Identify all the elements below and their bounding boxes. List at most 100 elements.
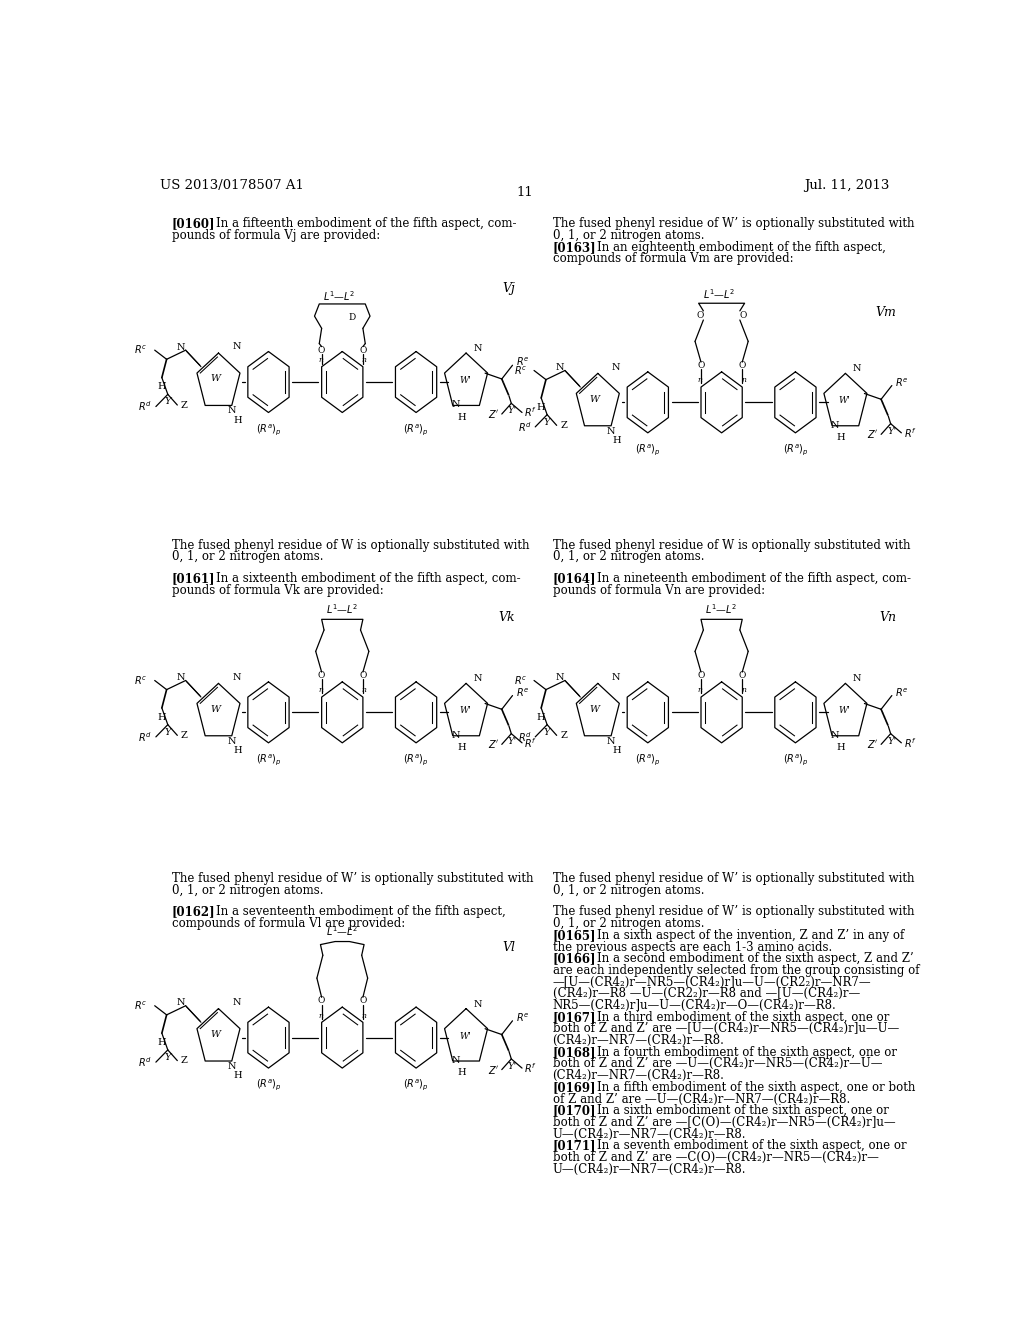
Text: n: n <box>697 686 702 694</box>
Text: Z: Z <box>560 731 567 741</box>
Text: H: H <box>613 436 622 445</box>
Text: both of Z and Z’ are —[C(O)—(CR4₂)r—NR5—(CR4₂)r]u—: both of Z and Z’ are —[C(O)—(CR4₂)r—NR5—… <box>553 1115 895 1129</box>
Text: W: W <box>210 375 220 383</box>
Text: W: W <box>589 705 599 714</box>
Text: $R^f$: $R^f$ <box>524 1061 538 1074</box>
Text: The fused phenyl residue of W is optionally substituted with: The fused phenyl residue of W is optiona… <box>172 539 529 552</box>
Text: both of Z and Z’ are —C(O)—(CR4₂)r—NR5—(CR4₂)r—: both of Z and Z’ are —C(O)—(CR4₂)r—NR5—(… <box>553 1151 879 1164</box>
Text: H: H <box>837 433 845 442</box>
Text: $Z'$: $Z'$ <box>488 1064 500 1076</box>
Text: (CR4₂)r—NR7—(CR4₂)r—R8.: (CR4₂)r—NR7—(CR4₂)r—R8. <box>553 1034 724 1047</box>
Text: Y': Y' <box>508 407 517 416</box>
Text: O: O <box>318 672 326 680</box>
Text: n: n <box>318 1011 323 1019</box>
Text: N: N <box>853 364 861 374</box>
Text: N: N <box>556 673 564 682</box>
Text: N: N <box>474 675 482 684</box>
Text: N: N <box>227 407 237 416</box>
Text: (CR4₂)r—NR7—(CR4₂)r—R8.: (CR4₂)r—NR7—(CR4₂)r—R8. <box>553 1069 724 1082</box>
Text: O: O <box>359 346 367 355</box>
Text: $(R^a)_p$: $(R^a)_p$ <box>403 1077 429 1092</box>
Text: Y': Y' <box>887 426 896 436</box>
Text: $L^1$—$L^2$: $L^1$—$L^2$ <box>703 288 735 301</box>
Text: The fused phenyl residue of W’ is optionally substituted with: The fused phenyl residue of W’ is option… <box>553 906 914 919</box>
Text: Vn: Vn <box>880 611 896 623</box>
Text: In a seventh embodiment of the sixth aspect, one or: In a seventh embodiment of the sixth asp… <box>582 1139 906 1152</box>
Text: U—(CR4₂)r—NR7—(CR4₂)r—R8.: U—(CR4₂)r—NR7—(CR4₂)r—R8. <box>553 1127 746 1140</box>
Text: Vl: Vl <box>503 941 515 954</box>
Text: N: N <box>612 363 621 372</box>
Text: n: n <box>318 356 323 364</box>
Text: [0168]: [0168] <box>553 1045 596 1059</box>
Text: In a sixteenth embodiment of the fifth aspect, com-: In a sixteenth embodiment of the fifth a… <box>201 572 521 585</box>
Text: U—(CR4₂)r—NR7—(CR4₂)r—R8.: U—(CR4₂)r—NR7—(CR4₂)r—R8. <box>553 1163 746 1176</box>
Text: US 2013/0178507 A1: US 2013/0178507 A1 <box>160 178 304 191</box>
Text: The fused phenyl residue of W is optionally substituted with: The fused phenyl residue of W is optiona… <box>553 539 910 552</box>
Text: $R^d$: $R^d$ <box>138 400 153 413</box>
Text: N: N <box>232 673 242 682</box>
Text: The fused phenyl residue of W’ is optionally substituted with: The fused phenyl residue of W’ is option… <box>553 218 914 231</box>
Text: W: W <box>210 1030 220 1039</box>
Text: N: N <box>177 673 185 682</box>
Text: N: N <box>227 1063 237 1071</box>
Text: H: H <box>537 713 546 722</box>
Text: N: N <box>452 731 460 739</box>
Text: N: N <box>607 426 615 436</box>
Text: $R^e$: $R^e$ <box>895 376 909 388</box>
Text: both of Z and Z’ are —[U—(CR4₂)r—NR5—(CR4₂)r]u—U—: both of Z and Z’ are —[U—(CR4₂)r—NR5—(CR… <box>553 1022 899 1035</box>
Text: 11: 11 <box>516 186 534 199</box>
Text: Y': Y' <box>508 737 517 746</box>
Text: $(R^a)_p$: $(R^a)_p$ <box>403 422 429 437</box>
Text: D: D <box>348 313 355 322</box>
Text: $(R^a)_p$: $(R^a)_p$ <box>256 422 282 437</box>
Text: both of Z and Z’ are —U—(CR4₂)r—NR5—(CR4₂)r—U—: both of Z and Z’ are —U—(CR4₂)r—NR5—(CR4… <box>553 1057 882 1071</box>
Text: $R^f$: $R^f$ <box>904 737 916 750</box>
Text: n: n <box>361 1011 367 1019</box>
Text: 0, 1, or 2 nitrogen atoms.: 0, 1, or 2 nitrogen atoms. <box>553 917 705 931</box>
Text: $Z'$: $Z'$ <box>867 738 879 750</box>
Text: N: N <box>232 342 242 351</box>
Text: $R^d$: $R^d$ <box>138 730 153 743</box>
Text: N: N <box>830 421 839 430</box>
Text: H: H <box>158 383 166 391</box>
Text: —[U—(CR4₂)r—NR5—(CR4₂)r]u—U—(CR2₂)r—NR7—: —[U—(CR4₂)r—NR5—(CR4₂)r]u—U—(CR2₂)r—NR7— <box>553 975 871 989</box>
Text: compounds of formula Vl are provided:: compounds of formula Vl are provided: <box>172 917 404 931</box>
Text: 0, 1, or 2 nitrogen atoms.: 0, 1, or 2 nitrogen atoms. <box>553 883 705 896</box>
Text: $Z'$: $Z'$ <box>867 429 879 441</box>
Text: $R^d$: $R^d$ <box>518 730 531 743</box>
Text: 0, 1, or 2 nitrogen atoms.: 0, 1, or 2 nitrogen atoms. <box>553 550 705 564</box>
Text: Y: Y <box>544 418 550 426</box>
Text: O: O <box>738 362 745 370</box>
Text: $R^c$: $R^c$ <box>134 345 147 356</box>
Text: Vm: Vm <box>876 306 896 318</box>
Text: O: O <box>738 672 745 680</box>
Text: In a fourth embodiment of the sixth aspect, one or: In a fourth embodiment of the sixth aspe… <box>582 1045 897 1059</box>
Text: N: N <box>232 998 242 1007</box>
Text: Z: Z <box>560 421 567 430</box>
Text: The fused phenyl residue of W’ is optionally substituted with: The fused phenyl residue of W’ is option… <box>553 873 914 884</box>
Text: $(R^a)_p$: $(R^a)_p$ <box>403 752 429 767</box>
Text: $L^1$—$L^2$: $L^1$—$L^2$ <box>323 289 355 304</box>
Text: N: N <box>830 731 839 739</box>
Text: In a third embodiment of the sixth aspect, one or: In a third embodiment of the sixth aspec… <box>582 1011 890 1023</box>
Text: $(R^a)_p$: $(R^a)_p$ <box>635 442 660 457</box>
Text: [0164]: [0164] <box>553 572 596 585</box>
Text: H: H <box>158 1038 166 1047</box>
Text: n: n <box>361 356 367 364</box>
Text: H: H <box>158 713 166 722</box>
Text: H: H <box>233 1072 242 1080</box>
Text: In an eighteenth embodiment of the fifth aspect,: In an eighteenth embodiment of the fifth… <box>582 240 886 253</box>
Text: Jul. 11, 2013: Jul. 11, 2013 <box>805 178 890 191</box>
Text: In a sixth aspect of the invention, Z and Z’ in any of: In a sixth aspect of the invention, Z an… <box>582 929 904 942</box>
Text: In a nineteenth embodiment of the fifth aspect, com-: In a nineteenth embodiment of the fifth … <box>582 572 911 585</box>
Text: $R^c$: $R^c$ <box>514 675 527 686</box>
Text: $R^f$: $R^f$ <box>524 737 538 750</box>
Text: W': W' <box>839 706 850 715</box>
Text: Z: Z <box>181 731 187 741</box>
Text: H: H <box>457 413 466 421</box>
Text: $R^c$: $R^c$ <box>134 999 147 1012</box>
Text: $(R^a)_p$: $(R^a)_p$ <box>635 752 660 767</box>
Text: $Z'$: $Z'$ <box>488 738 500 750</box>
Text: O: O <box>696 312 703 319</box>
Text: $R^e$: $R^e$ <box>516 1011 529 1024</box>
